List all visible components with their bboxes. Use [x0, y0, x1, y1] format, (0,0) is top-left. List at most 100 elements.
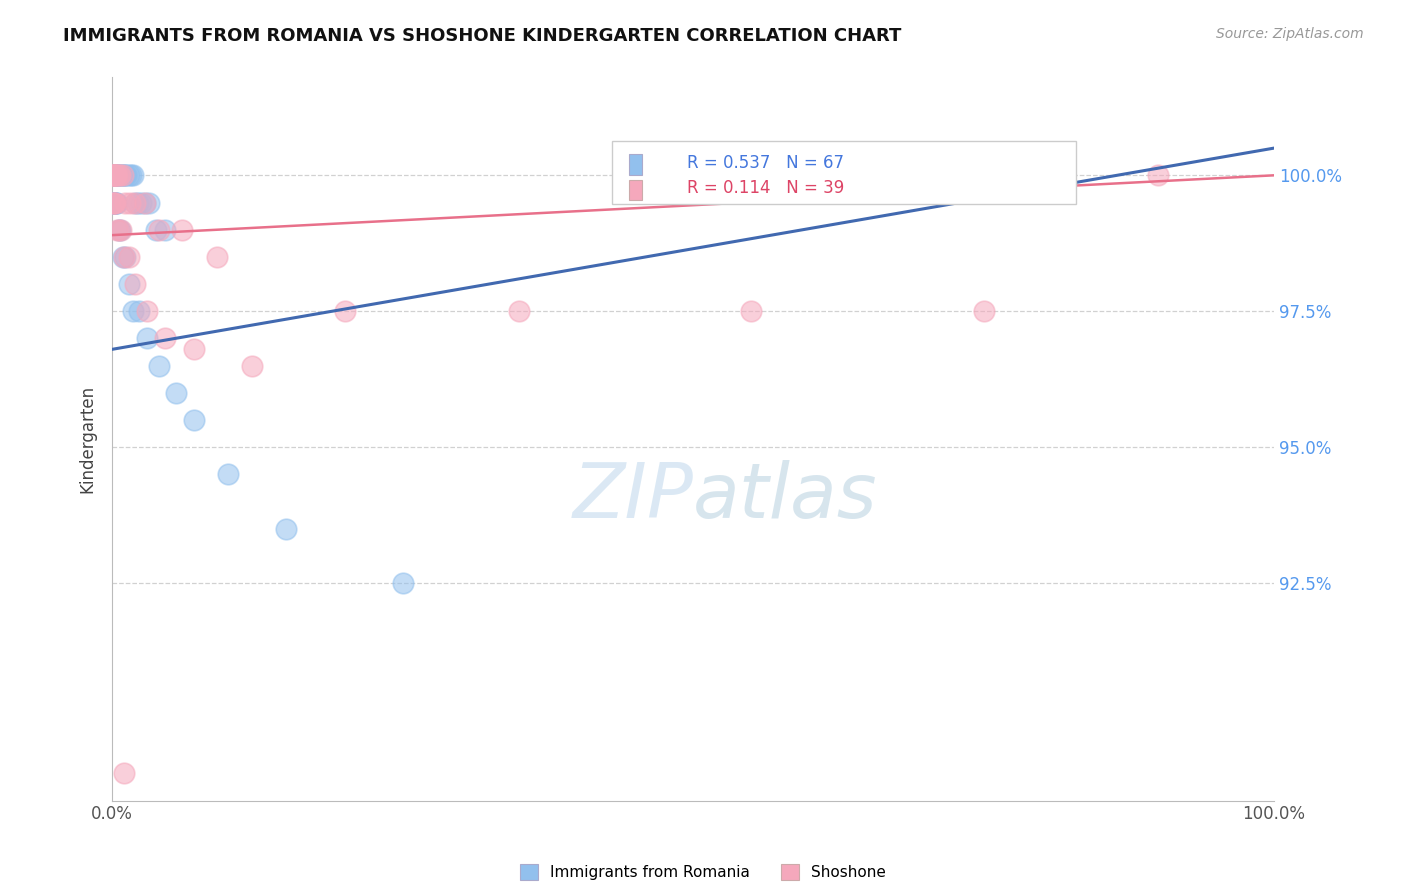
Point: [104, 195, 127, 210]
Point: [103, 169, 125, 183]
Point: [112, 169, 135, 183]
Point: [740, 304, 762, 318]
Point: [101, 195, 124, 210]
Point: [104, 169, 127, 183]
Point: [107, 169, 129, 183]
FancyBboxPatch shape: [630, 154, 643, 175]
Point: [1146, 169, 1168, 183]
Point: [103, 195, 125, 210]
Point: [103, 169, 125, 183]
Point: [101, 169, 124, 183]
Point: [103, 169, 125, 183]
Point: [115, 169, 138, 183]
Point: [103, 169, 125, 183]
Point: [148, 359, 170, 373]
Point: [136, 304, 159, 318]
Point: [103, 169, 125, 183]
Point: [103, 195, 125, 210]
Point: [124, 277, 146, 291]
Point: [104, 169, 127, 183]
Point: [103, 169, 125, 183]
Point: [107, 222, 129, 236]
Point: [103, 169, 125, 183]
Point: [240, 359, 263, 373]
Point: [105, 169, 128, 183]
Legend: Immigrants from Romania, Shoshone: Immigrants from Romania, Shoshone: [520, 864, 886, 880]
Point: [276, 522, 298, 536]
Point: [117, 169, 139, 183]
Point: [134, 195, 156, 210]
Point: [128, 304, 150, 318]
Point: [122, 169, 145, 183]
Point: [101, 195, 124, 210]
Point: [124, 195, 146, 210]
Point: [111, 250, 134, 264]
Point: [101, 195, 124, 210]
Point: [105, 222, 128, 236]
Text: Source: ZipAtlas.com: Source: ZipAtlas.com: [1216, 27, 1364, 41]
Point: [104, 169, 127, 183]
Point: [114, 195, 136, 210]
Point: [103, 195, 125, 210]
Point: [103, 169, 125, 183]
Point: [127, 195, 149, 210]
Text: atlas: atlas: [693, 460, 877, 534]
Point: [136, 331, 159, 345]
Point: [114, 169, 136, 183]
Point: [117, 277, 139, 291]
FancyBboxPatch shape: [630, 179, 643, 200]
Point: [103, 169, 125, 183]
Point: [148, 222, 170, 236]
Point: [104, 169, 127, 183]
Text: R = 0.114   N = 39: R = 0.114 N = 39: [688, 179, 845, 197]
Point: [118, 195, 141, 210]
Point: [120, 169, 142, 183]
Point: [104, 195, 127, 210]
Point: [110, 169, 132, 183]
Point: [108, 169, 131, 183]
Point: [103, 169, 125, 183]
Point: [183, 343, 205, 357]
Point: [101, 169, 124, 183]
Text: ZIP: ZIP: [572, 460, 693, 534]
Point: [105, 169, 128, 183]
Point: [103, 169, 125, 183]
Point: [101, 195, 124, 210]
Point: [114, 250, 136, 264]
Point: [138, 195, 160, 210]
Point: [117, 250, 139, 264]
Point: [391, 576, 413, 591]
Point: [103, 169, 125, 183]
Point: [104, 195, 127, 210]
Point: [973, 304, 995, 318]
Point: [103, 169, 125, 183]
Point: [183, 413, 205, 427]
Point: [153, 222, 176, 236]
Point: [107, 195, 129, 210]
Point: [101, 169, 124, 183]
Point: [170, 222, 193, 236]
Point: [101, 169, 124, 183]
Point: [110, 169, 132, 183]
Point: [205, 250, 228, 264]
Point: [153, 331, 176, 345]
Point: [107, 169, 129, 183]
FancyBboxPatch shape: [612, 141, 1077, 203]
Point: [103, 169, 125, 183]
Point: [111, 169, 134, 183]
Point: [107, 222, 129, 236]
Point: [111, 169, 134, 183]
Y-axis label: Kindergarten: Kindergarten: [79, 385, 96, 493]
Point: [112, 250, 135, 264]
Point: [122, 304, 145, 318]
Point: [110, 222, 132, 236]
Point: [124, 195, 146, 210]
Text: IMMIGRANTS FROM ROMANIA VS SHOSHONE KINDERGARTEN CORRELATION CHART: IMMIGRANTS FROM ROMANIA VS SHOSHONE KIND…: [63, 27, 901, 45]
Point: [112, 766, 135, 780]
Point: [145, 222, 167, 236]
Point: [110, 222, 132, 236]
Point: [105, 169, 128, 183]
Point: [104, 169, 127, 183]
Point: [165, 385, 187, 400]
Point: [217, 467, 239, 482]
